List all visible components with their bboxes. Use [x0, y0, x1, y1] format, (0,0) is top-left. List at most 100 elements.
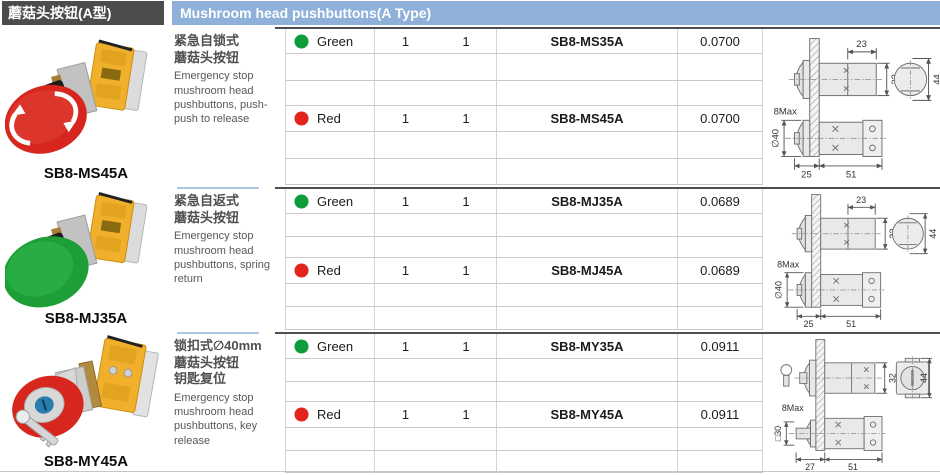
- color-label: Green: [317, 193, 354, 209]
- green-mushroom-pushbutton-photo-icon: [5, 191, 148, 308]
- svg-text:51: 51: [848, 462, 858, 472]
- description-divider: [177, 332, 259, 334]
- contact-nc-cell: 1: [436, 189, 497, 214]
- technical-drawing: 32 44 8Max: [765, 336, 940, 472]
- empty-cell: [285, 237, 375, 258]
- svg-text:∅40: ∅40: [774, 280, 784, 298]
- contact-nc-cell: 1: [436, 402, 497, 428]
- description-cn-line: 锁扣式∅40mm: [174, 338, 262, 353]
- empty-cell: [497, 428, 678, 451]
- model-cell: SB8-MS35A: [497, 29, 678, 54]
- page-title-cn: 蘑菇头按钮(A型): [2, 1, 164, 25]
- svg-text:8Max: 8Max: [782, 403, 804, 413]
- weight-cell: 0.0700: [678, 29, 763, 54]
- product-table: Green 1 1 SB8-MY35A 0.0911 Red 1 1 SB8-M…: [285, 334, 763, 473]
- empty-cell: [436, 54, 497, 81]
- empty-cell: [375, 359, 436, 382]
- empty-cell: [678, 451, 763, 473]
- svg-text:32: 32: [887, 373, 897, 383]
- empty-cell: [678, 428, 763, 451]
- green-dot-icon: [294, 33, 309, 49]
- empty-cell: [285, 159, 375, 185]
- model-cell: SB8-MY45A: [497, 402, 678, 428]
- contact-nc-cell: 1: [436, 29, 497, 54]
- empty-cell: [436, 428, 497, 451]
- empty-cell: [375, 132, 436, 159]
- description-divider: [177, 187, 259, 189]
- empty-cell: [436, 284, 497, 307]
- empty-cell: [375, 307, 436, 330]
- empty-cell: [678, 214, 763, 237]
- weight-cell: 0.0700: [678, 106, 763, 132]
- product-table: Green 1 1 SB8-MS35A 0.0700 Red 1 1 SB8-M…: [285, 29, 763, 185]
- dimension-drawing-icon: 32 44 8Max: [773, 338, 933, 472]
- page-bottom-divider: [0, 471, 940, 472]
- empty-cell: [285, 214, 375, 237]
- empty-cell: [497, 214, 678, 237]
- empty-cell: [375, 237, 436, 258]
- color-label: Red: [317, 263, 341, 278]
- empty-cell: [497, 284, 678, 307]
- description-cn-line: 钥匙复位: [174, 371, 227, 387]
- weight-cell: 0.0689: [678, 189, 763, 214]
- product-photo-area: SB8-MJ35A: [0, 189, 172, 330]
- description-en: Emergency stop mushroom head pushbuttons…: [174, 70, 268, 126]
- svg-text:44: 44: [919, 373, 929, 383]
- svg-text:51: 51: [846, 169, 857, 180]
- empty-cell: [285, 132, 375, 159]
- contact-no-cell: 1: [375, 189, 436, 214]
- svg-text:8Max: 8Max: [777, 259, 800, 269]
- product-photo-area: SB8-MY45A: [0, 334, 172, 473]
- empty-cell: [678, 81, 763, 106]
- empty-cell: [497, 307, 678, 330]
- red-dot-icon: [294, 407, 309, 422]
- empty-cell: [436, 451, 497, 473]
- empty-cell: [678, 132, 763, 159]
- technical-drawing: 23 32 44 8Max: [765, 31, 940, 183]
- color-cell: Green: [285, 189, 375, 214]
- color-label: Green: [317, 33, 354, 49]
- empty-cell: [285, 284, 375, 307]
- red-dot-icon: [294, 263, 309, 278]
- empty-cell: [497, 159, 678, 185]
- empty-cell: [678, 54, 763, 81]
- description-cn-line: 蘑菇头按钮: [174, 209, 240, 225]
- empty-cell: [436, 132, 497, 159]
- contact-no-cell: 1: [375, 402, 436, 428]
- empty-cell: [285, 54, 375, 81]
- contact-nc-cell: 1: [436, 106, 497, 132]
- contact-nc-cell: 1: [436, 258, 497, 284]
- contact-no-cell: 1: [375, 258, 436, 284]
- section-divider: [275, 27, 940, 29]
- svg-text:51: 51: [846, 319, 856, 329]
- empty-cell: [375, 382, 436, 402]
- empty-cell: [678, 284, 763, 307]
- svg-text:8Max: 8Max: [774, 107, 797, 118]
- empty-cell: [678, 359, 763, 382]
- weight-cell: 0.0689: [678, 258, 763, 284]
- description-en: Emergency stop mushroom head pushbuttons…: [174, 230, 271, 286]
- contact-no-cell: 1: [375, 106, 436, 132]
- svg-text:25: 25: [801, 169, 812, 180]
- description-cn-line: 紧急自锁式: [174, 33, 240, 48]
- product-photo-caption: SB8-MS45A: [43, 165, 129, 182]
- product-description: 紧急自返式 蘑菇头按钮 Emergency stop mushroom head…: [174, 189, 276, 286]
- color-cell: Red: [285, 106, 375, 132]
- description-cn-line: 紧急自返式: [174, 193, 240, 208]
- empty-cell: [436, 214, 497, 237]
- product-photo-area: SB8-MS45A: [0, 29, 172, 185]
- key-release-mushroom-pushbutton-photo-icon: [12, 335, 159, 448]
- empty-cell: [497, 359, 678, 382]
- section-divider: [275, 332, 940, 334]
- color-label: Green: [317, 338, 354, 354]
- description-cn-line: 蘑菇头按钮: [174, 49, 240, 65]
- svg-text:44: 44: [932, 74, 939, 85]
- empty-cell: [285, 359, 375, 382]
- color-label: Red: [317, 407, 341, 422]
- color-cell: Green: [285, 29, 375, 54]
- empty-cell: [678, 382, 763, 402]
- weight-cell: 0.0911: [678, 334, 763, 359]
- empty-cell: [678, 237, 763, 258]
- product-photo-caption: SB8-MY45A: [43, 453, 129, 470]
